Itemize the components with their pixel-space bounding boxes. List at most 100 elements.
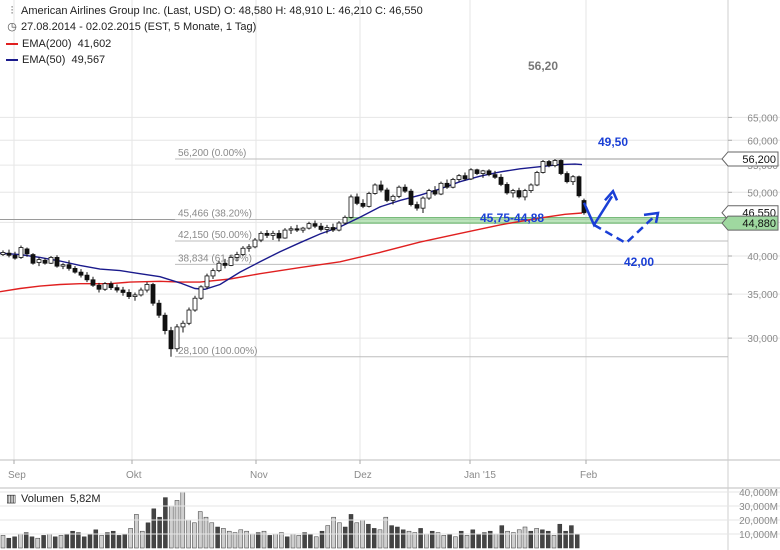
volume-bar [574,533,580,549]
volume-bar [47,533,52,549]
volume-bar [540,529,545,549]
volume-bar [261,530,267,549]
candle-body [414,204,420,209]
volume-bar [325,525,331,549]
volume-bar [64,533,70,549]
candle-body [138,289,144,296]
volume-bar [371,528,377,549]
volume-bar [12,536,17,549]
volume-bar [302,532,307,549]
candle-body [294,228,300,231]
volume-bar [238,529,244,549]
volume-bar [122,533,128,549]
volume-bar [418,528,423,549]
volume-bar [499,525,505,549]
annotations: 56,20 49,50 42,00 45,75-44,88 [480,59,728,269]
volume-bar [250,533,255,549]
candle-body [546,161,552,167]
volume-bar [99,535,104,549]
volume-bar [313,536,319,549]
candle-body [432,190,438,195]
x-axis: Sep Okt Nov Dez Jan '15 Feb [8,460,598,481]
volume-bar [470,529,476,549]
volume-bar [255,532,261,549]
candle-body [78,271,84,276]
volume-bar [476,533,481,549]
volume-bar [569,525,574,549]
candle-body [30,254,36,264]
volume-bar [163,497,168,549]
volume-bar [157,516,162,549]
ema200-label: EMA(200) [22,38,72,50]
candle-body [210,270,216,277]
volume-bar [134,514,139,549]
volume-bar [354,522,360,549]
volume-bar [192,522,197,549]
volume-bar [151,508,157,549]
ema200-swatch [6,43,18,46]
candle-body [420,197,426,209]
volume-bar [87,533,93,549]
candle-body [366,193,372,207]
candle-body [426,190,432,199]
y-tick-label: 50,000 [747,188,778,199]
volume-bar [505,530,510,549]
candle-body [168,330,174,350]
y-tick-label: 65,000 [747,113,778,124]
volume-bar [23,532,29,549]
volume-bar [563,530,568,549]
volume-tick-label: 20,000M [739,516,778,527]
volume-bar [128,528,133,549]
high-price-label-box [721,151,779,167]
volume-bar [290,533,296,549]
candle-body [18,247,24,258]
candle-body [102,283,108,290]
volume-bar [493,533,499,549]
chart-period-text: 27.08.2014 - 02.02.2015 (EST, 5 Monate, … [21,21,257,33]
candle-body [348,196,354,218]
y-tick-label: 60,000 [747,136,778,147]
candle-body [492,174,498,178]
x-tick-label: Okt [126,470,142,481]
candle-body [408,190,414,205]
volume-bar [70,530,75,549]
candle-body [456,175,462,180]
volume-bar [400,529,406,549]
candle-body [450,179,456,188]
candle-body [180,322,186,328]
volume-bar [93,529,99,549]
volume-bar [511,532,516,549]
volume-bar [545,530,551,549]
candle-body [174,326,180,350]
candle-body [378,184,384,191]
candle-body [114,287,120,291]
candle-body [150,284,156,304]
fib-label: 28,100 (100.00%) [178,346,258,357]
volume-bar [383,516,389,549]
x-tick-label: Dez [354,470,372,481]
candle-body [96,284,102,290]
candle-body [84,274,90,281]
candle-body [234,254,240,258]
volume-bar [464,535,470,549]
candle-body [336,222,342,231]
volume-bar [319,530,325,549]
y-tick-label: 30,000 [747,334,778,345]
fib-label: 42,150 (50.00%) [178,230,252,241]
candle-body [48,257,54,264]
ema50-label: EMA(50) [22,54,66,66]
volume-bar [389,525,394,549]
fib-label: 56,200 (0.00%) [178,148,246,159]
volume-bar [424,533,429,549]
volume-header: ▥ Volumen 5,82M [6,492,101,505]
volume-bar [412,532,418,549]
candle-body [342,216,348,224]
volume-bar [273,533,278,549]
y-tick-label: 55,000 [747,161,778,172]
candle-body [288,228,294,231]
legend-ema200[interactable]: EMA(200) 41,602 [6,37,111,51]
candle-body [480,170,486,174]
legend-ema50[interactable]: EMA(50) 49,567 [6,53,105,67]
